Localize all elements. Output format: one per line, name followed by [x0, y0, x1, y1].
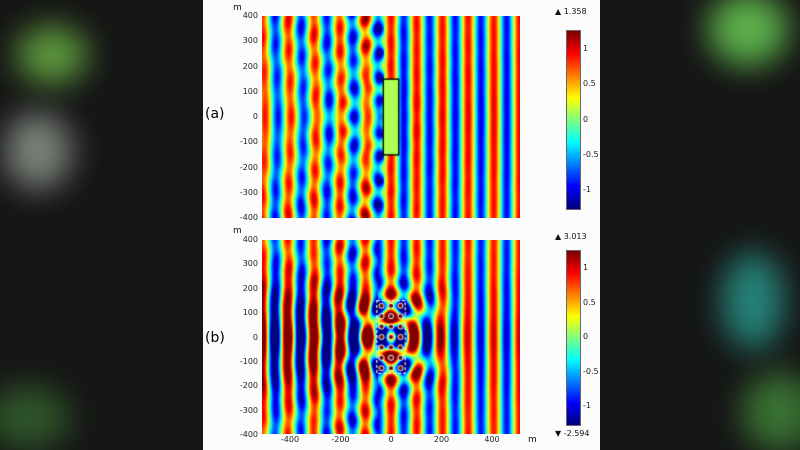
x-axis-ticks-b: -400 -200 0 200 400: [273, 435, 509, 444]
background-blob: [0, 385, 71, 450]
x-tick-label: -200: [331, 435, 350, 444]
y-axis-unit-b: m: [233, 226, 242, 236]
y-tick-label: -300: [239, 405, 258, 415]
colorbar-max-label-b: ▲ 3.013: [555, 232, 587, 241]
y-axis-ticks-b: 400 300 200 100 0 -100 -200 -300 -400: [231, 235, 258, 439]
background-blob: [708, 0, 788, 66]
y-tick-label: 400: [242, 11, 258, 20]
y-tick-label: 0: [252, 112, 258, 121]
y-tick-label: -100: [239, 356, 258, 366]
colorbar-a: [566, 30, 581, 210]
panel-label-b: (b): [205, 330, 225, 346]
colorbar-tick-label: 0: [583, 114, 589, 124]
colorbar-max-label-a: ▲ 1.358: [555, 7, 587, 16]
y-tick-label: -200: [239, 381, 258, 391]
y-tick-label: 0: [252, 332, 258, 342]
colorbar-ticks-a: 1 0.5 0 -0.5 -1: [583, 44, 605, 194]
y-axis-ticks-a: 400 300 200 100 0 -100 -200 -300 -400: [231, 11, 258, 222]
background-blob: [4, 112, 72, 190]
y-tick-label: 100: [242, 86, 258, 96]
colorbar-tick-label: -0.5: [583, 366, 599, 376]
y-tick-label: -200: [239, 162, 258, 172]
background-blob: [16, 26, 88, 84]
colorbar-tick-label: -1: [583, 401, 591, 410]
x-tick-label: 200: [433, 435, 450, 444]
colorbar-tick-label: -0.5: [583, 149, 599, 159]
y-tick-label: -400: [239, 213, 258, 222]
y-tick-label: 100: [242, 308, 258, 318]
colorbar-b: [566, 250, 581, 426]
panel-label-a: (a): [205, 106, 225, 122]
colorbar-tick-label: 0.5: [583, 297, 596, 307]
colorbar-tick-label: 1: [583, 44, 589, 53]
colorbar-tick-label: 1: [583, 263, 589, 272]
y-tick-label: -100: [239, 137, 258, 147]
y-tick-label: -300: [239, 187, 258, 197]
colorbar-tick-label: 0.5: [583, 79, 596, 89]
wave-field-plot-a: [262, 16, 520, 218]
simulation-figure: m 400 300 200 100 0 -100 -200 -300 -400 (a) ▲ 1.…: [203, 0, 600, 450]
y-tick-label: 400: [242, 235, 258, 244]
colorbar-tick-label: -1: [583, 185, 591, 194]
x-tick-label: 0: [388, 435, 394, 444]
wave-field-plot-b: [262, 240, 520, 434]
colorbar-ticks-b: 1 0.5 0 -0.5 -1: [583, 263, 605, 410]
x-tick-label: -400: [280, 435, 300, 444]
x-tick-label: 400: [484, 435, 500, 444]
y-axis-unit-a: m: [233, 3, 242, 13]
background-blob: [742, 372, 800, 450]
y-tick-label: -400: [239, 430, 258, 439]
x-axis-unit-b: m: [528, 435, 537, 445]
colorbar-min-label-b: ▼ -2.594: [555, 429, 590, 438]
background-blob: [722, 252, 784, 350]
colorbar-tick-label: 0: [583, 332, 589, 341]
y-tick-label: 200: [242, 283, 258, 293]
y-tick-label: 300: [242, 259, 258, 269]
y-tick-label: 200: [242, 61, 258, 71]
y-tick-label: 300: [242, 36, 258, 46]
